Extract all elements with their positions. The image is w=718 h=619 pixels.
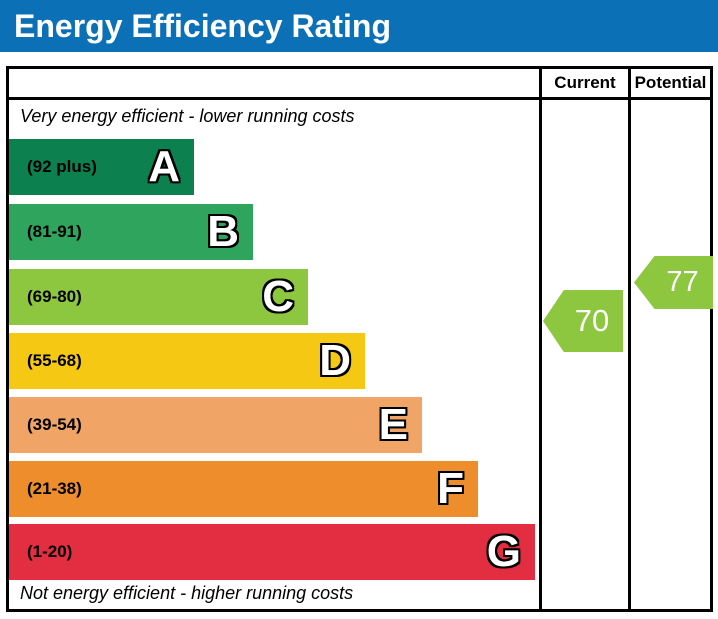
band-d-letter: D <box>319 336 351 385</box>
title-bar: Energy Efficiency Rating <box>0 0 718 52</box>
band-e-range-label: (39-54) <box>27 415 82 434</box>
caption-not-efficient: Not energy efficient - higher running co… <box>20 583 354 603</box>
band-c: (69-80) C <box>9 269 308 325</box>
header-divider-line <box>6 97 713 100</box>
page-title: Energy Efficiency Rating <box>14 7 391 44</box>
column-divider-current <box>539 66 542 612</box>
band-a-range-label: (92 plus) <box>27 157 97 176</box>
column-header-current: Current <box>554 73 616 92</box>
column-header-potential: Potential <box>634 73 707 92</box>
column-divider-potential <box>628 66 631 612</box>
band-b-letter: B <box>207 207 239 256</box>
band-g-letter: G <box>486 527 521 576</box>
potential-rating-value: 77 <box>666 266 699 298</box>
band-a-letter: A <box>148 142 180 191</box>
band-f-letter: F <box>437 464 464 513</box>
band-b-range-label: (81-91) <box>27 222 82 241</box>
band-a: (92 plus) A <box>9 139 194 195</box>
band-f-range-label: (21-38) <box>27 479 82 498</box>
band-g: (1-20) G <box>9 524 535 580</box>
band-e-letter: E <box>378 400 408 449</box>
band-b: (81-91) B <box>9 204 253 260</box>
table-frame <box>6 66 713 612</box>
band-c-range-label: (69-80) <box>27 287 82 306</box>
band-g-range-label: (1-20) <box>27 542 73 561</box>
band-e: (39-54) E <box>9 397 422 453</box>
potential-rating-arrow: 77 <box>634 256 713 309</box>
band-f: (21-38) F <box>9 461 478 517</box>
band-d-range-label: (55-68) <box>27 351 82 370</box>
band-d: (55-68) D <box>9 333 365 389</box>
band-c-letter: C <box>262 272 294 321</box>
current-rating-value: 70 <box>574 303 610 338</box>
caption-very-efficient: Very energy efficient - lower running co… <box>20 106 355 126</box>
